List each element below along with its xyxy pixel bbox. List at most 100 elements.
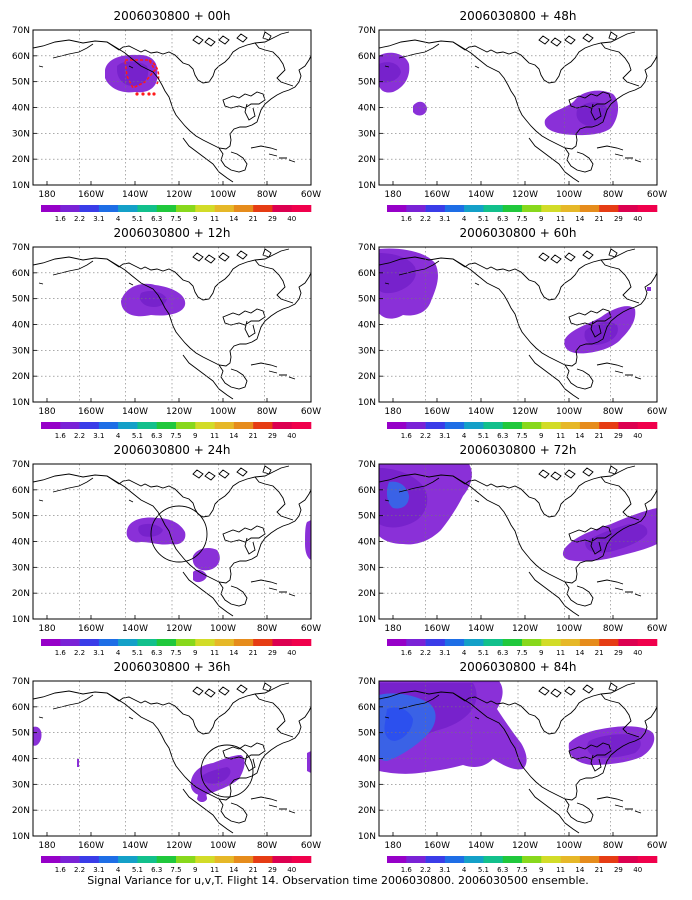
panel-title: 2006030800 + 84h — [460, 660, 577, 674]
variance-region — [192, 548, 220, 571]
x-tick-label: 140W — [122, 841, 148, 851]
colorbar-label: 4 — [116, 649, 121, 657]
colorbar-label: 11 — [556, 215, 565, 223]
colorbar-swatch — [464, 205, 484, 212]
colorbar-label: 14 — [229, 866, 238, 874]
colorbar-swatch — [137, 856, 158, 863]
colorbar-label: 5.1 — [478, 215, 489, 223]
colorbar-label: 29 — [268, 215, 277, 223]
colorbar-swatch — [425, 639, 446, 646]
colorbar-label: 2.2 — [74, 432, 85, 440]
colorbar-label: 7.5 — [170, 432, 181, 440]
y-tick-label: 60N — [358, 703, 376, 713]
colorbar-label: 40 — [633, 866, 642, 874]
x-tick-label: 180 — [384, 841, 401, 851]
panel-title: 2006030800 + 12h — [114, 226, 231, 240]
y-tick-label: 30N — [12, 346, 30, 356]
colorbar-swatch — [483, 639, 504, 646]
colorbar-swatch — [233, 422, 254, 429]
colorbar-swatch — [118, 639, 138, 646]
colorbar-label: 21 — [595, 649, 604, 657]
colorbar-label: 4 — [462, 215, 467, 223]
x-tick-label: 180 — [38, 624, 55, 634]
target-circle — [200, 744, 254, 798]
colorbar-swatch — [214, 422, 235, 429]
colorbar-swatch — [541, 205, 561, 212]
x-tick-label: 120W — [166, 407, 192, 417]
y-tick-label: 30N — [358, 563, 376, 573]
y-tick-label: 30N — [358, 346, 376, 356]
variance-region — [117, 61, 149, 86]
colorbar-swatch — [233, 205, 254, 212]
x-tick-label: 80W — [603, 624, 623, 634]
x-tick-label: 120W — [512, 841, 538, 851]
colorbar-swatch — [60, 205, 80, 212]
x-tick-label: 160W — [424, 190, 450, 200]
colorbar-swatch — [579, 639, 600, 646]
colorbar-swatch — [233, 856, 254, 863]
colorbar-swatch — [618, 422, 639, 429]
colorbar-label: 6.3 — [151, 866, 162, 874]
y-tick-label: 30N — [12, 780, 30, 790]
x-tick-label: 160W — [78, 841, 104, 851]
y-tick-label: 20N — [12, 806, 30, 816]
colorbar-swatch — [137, 422, 158, 429]
colorbar-swatch — [599, 422, 619, 429]
colorbar-swatch — [483, 205, 504, 212]
colorbar-label: 1.6 — [55, 649, 67, 657]
x-tick-label: 60W — [301, 190, 321, 200]
x-tick-label: 80W — [257, 624, 277, 634]
map-panel: 2006030800 + 12h 70N 60N 50N 40N 30N 20N 10N 180… — [12, 226, 321, 440]
y-tick-label: 70N — [12, 677, 30, 687]
x-tick-label: 100W — [556, 407, 582, 417]
x-tick-label: 140W — [468, 407, 494, 417]
x-tick-label: 140W — [122, 624, 148, 634]
y-tick-label: 10N — [358, 615, 376, 625]
x-tick-label: 160W — [424, 624, 450, 634]
colorbar-label: 14 — [229, 432, 238, 440]
colorbar-swatch — [41, 639, 61, 646]
colorbar-swatch — [137, 205, 158, 212]
y-tick-label: 60N — [358, 269, 376, 279]
y-tick-label: 50N — [12, 729, 30, 739]
colorbar-swatch — [156, 205, 177, 212]
y-tick-label: 70N — [358, 26, 376, 36]
x-tick-label: 180 — [384, 190, 401, 200]
variance-region — [647, 287, 651, 291]
colorbar-label: 21 — [249, 649, 258, 657]
colorbar-swatch — [41, 422, 61, 429]
colorbar-label: 5.1 — [132, 432, 143, 440]
y-tick-label: 20N — [358, 589, 376, 599]
colorbar-label: 40 — [633, 649, 642, 657]
x-tick-label: 120W — [512, 624, 538, 634]
colorbar-label: 21 — [595, 432, 604, 440]
colorbar-swatch — [464, 422, 484, 429]
y-tick-label: 20N — [12, 589, 30, 599]
y-tick-label: 10N — [358, 832, 376, 842]
colorbar-label: 11 — [556, 432, 565, 440]
colorbar-swatch — [233, 639, 254, 646]
y-tick-label: 40N — [358, 538, 376, 548]
colorbar-label: 6.3 — [497, 866, 508, 874]
colorbar-label: 7.5 — [516, 215, 527, 223]
flight-track — [124, 59, 156, 90]
y-tick-label: 40N — [12, 755, 30, 765]
dropsonde-point — [135, 92, 139, 96]
variance-region — [413, 101, 427, 116]
panel-title: 2006030800 + 00h — [114, 9, 231, 23]
colorbar-swatch — [599, 205, 619, 212]
colorbar-label: 29 — [268, 866, 277, 874]
y-tick-label: 70N — [12, 243, 30, 253]
colorbar-label: 5.1 — [132, 215, 143, 223]
x-tick-label: 60W — [301, 841, 321, 851]
colorbar-swatch — [156, 639, 177, 646]
y-tick-label: 20N — [358, 372, 376, 382]
colorbar-swatch — [406, 422, 426, 429]
x-tick-label: 160W — [78, 407, 104, 417]
colorbar-label: 3.1 — [93, 866, 104, 874]
colorbar-label: 5.1 — [478, 866, 489, 874]
colorbar-swatch — [60, 639, 80, 646]
x-tick-label: 100W — [210, 407, 236, 417]
colorbar-label: 3.1 — [93, 215, 104, 223]
colorbar-swatch — [425, 205, 446, 212]
